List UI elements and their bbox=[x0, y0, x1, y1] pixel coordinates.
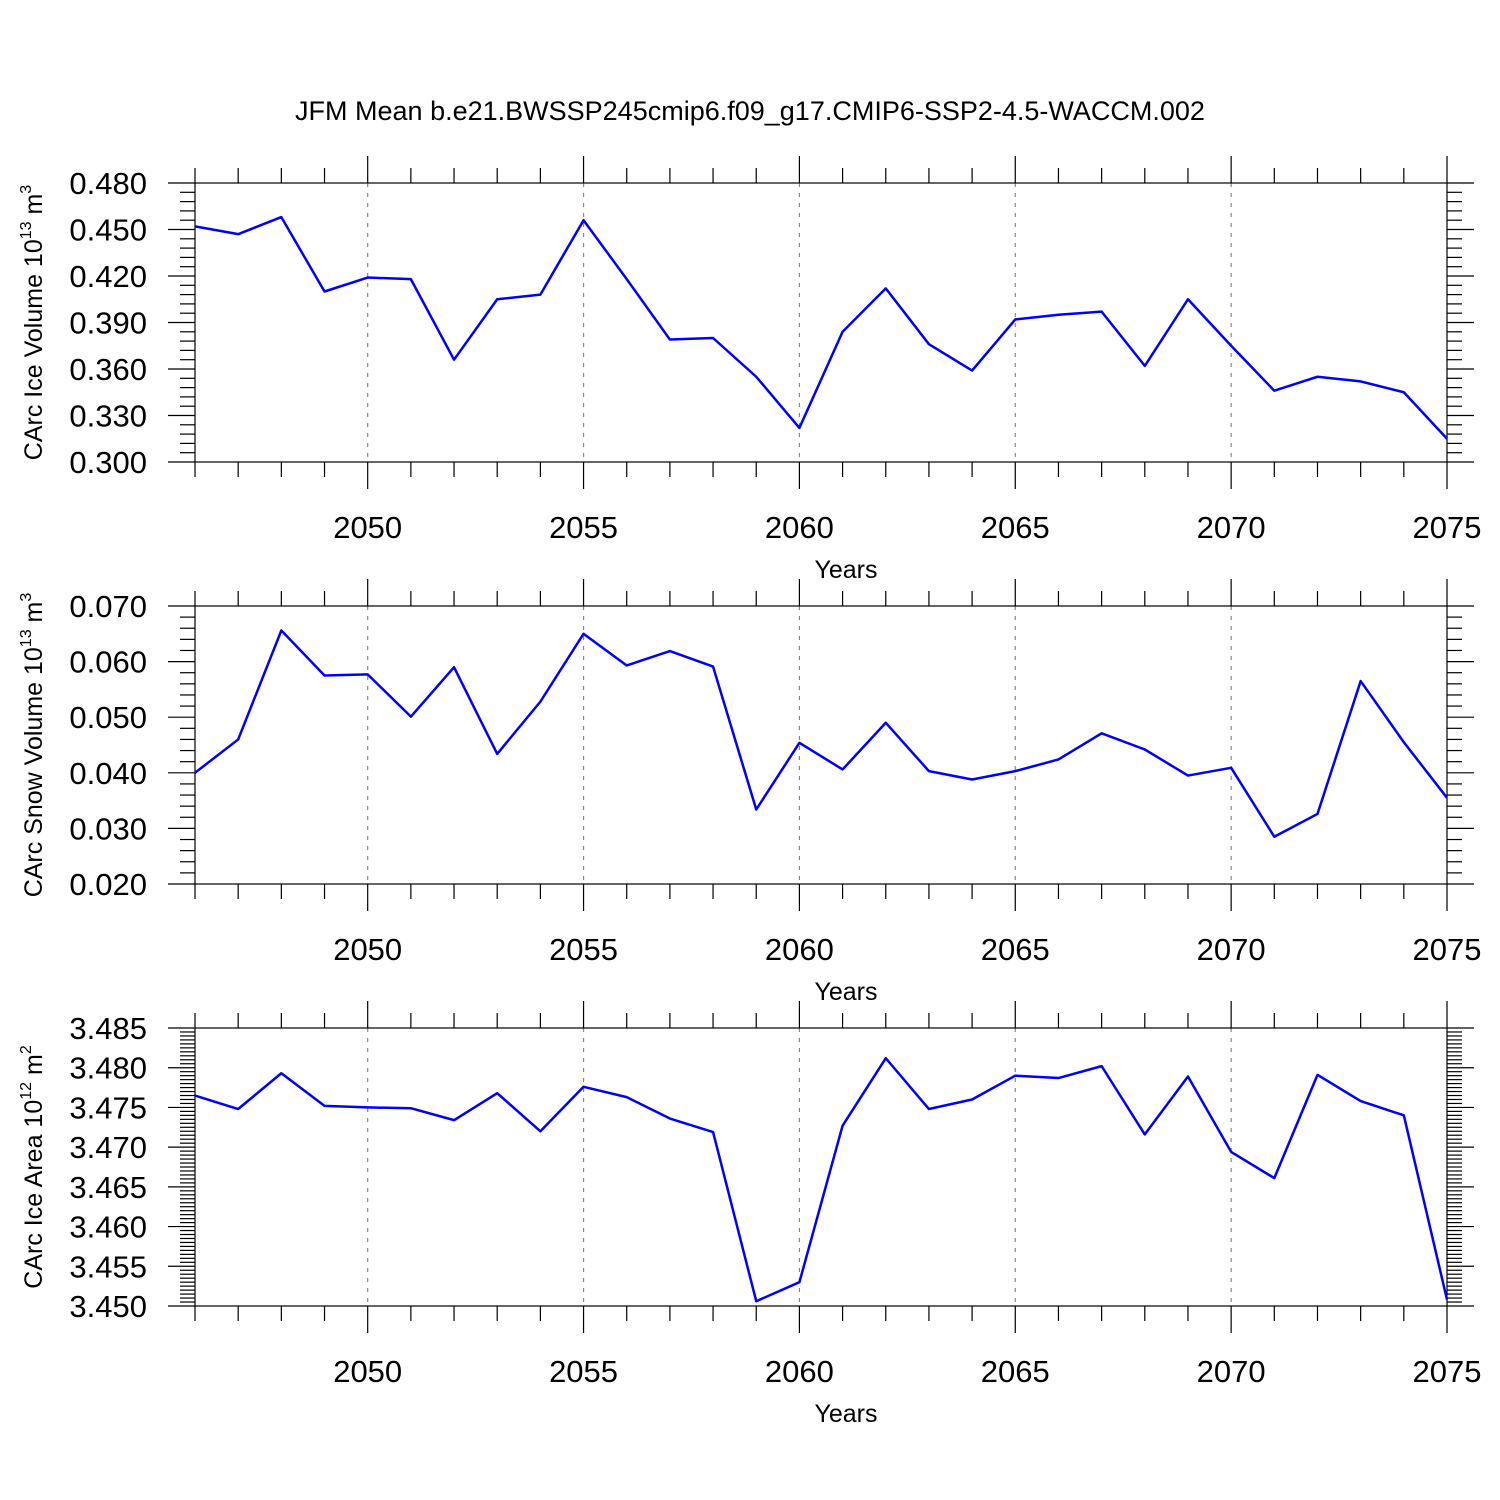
x-tick-label: 2055 bbox=[549, 510, 618, 545]
x-tick-label: 2075 bbox=[1413, 932, 1482, 967]
y-tick-label: 0.040 bbox=[69, 756, 147, 791]
x-tick-label: 2060 bbox=[765, 510, 834, 545]
x-tick-label: 2050 bbox=[333, 1354, 402, 1389]
y-tick-label: 0.330 bbox=[69, 399, 147, 434]
y-tick-label: 0.450 bbox=[69, 213, 147, 248]
x-tick-label: 2060 bbox=[765, 1354, 834, 1389]
y-tick-label: 3.485 bbox=[69, 1011, 147, 1046]
x-axis-label: Years bbox=[814, 556, 877, 584]
x-axis-label: Years bbox=[814, 1400, 877, 1428]
panel-1: 2050 2055 2060 2065 2070 2075 Years 0.300 0.330 0… bbox=[18, 156, 1481, 584]
x-tick-label: 2070 bbox=[1197, 932, 1266, 967]
y-tick-label: 3.460 bbox=[69, 1210, 147, 1245]
y-tick-label: 0.020 bbox=[69, 867, 147, 902]
x-tick-label: 2055 bbox=[549, 1354, 618, 1389]
x-tick-label: 2050 bbox=[333, 510, 402, 545]
x-tick-label: 2075 bbox=[1413, 510, 1482, 545]
y-axis-label: CArc Ice Volume 1013 m3 bbox=[18, 185, 48, 461]
chart-panels: 2050 2055 2060 2065 2070 2075 Years 0.300 0.330 0… bbox=[18, 156, 1481, 1428]
plot-frame bbox=[194, 1027, 1448, 1307]
x-tick-label: 2070 bbox=[1197, 1354, 1266, 1389]
series-line bbox=[194, 215, 1448, 440]
y-tick-label: 0.050 bbox=[69, 700, 147, 735]
panel-2: 2050 2055 2060 2065 2070 2075 Years 0.020 0.030 0… bbox=[18, 579, 1481, 1006]
x-tick-label: 2075 bbox=[1413, 1354, 1482, 1389]
x-axis-label: Years bbox=[814, 978, 877, 1006]
y-tick-label: 3.455 bbox=[69, 1249, 147, 1284]
y-axis-label: CArc Ice Area 1012 m2 bbox=[18, 1045, 48, 1289]
y-tick-label: 0.060 bbox=[69, 645, 147, 680]
y-tick-label: 3.475 bbox=[69, 1090, 147, 1125]
series-line bbox=[194, 1056, 1449, 1303]
y-tick-label: 0.420 bbox=[69, 259, 147, 294]
y-tick-label: 3.465 bbox=[69, 1170, 147, 1205]
y-tick-label: 0.030 bbox=[69, 811, 147, 846]
x-tick-label: 2065 bbox=[981, 510, 1050, 545]
x-tick-label: 2060 bbox=[765, 932, 834, 967]
figure-title: JFM Mean b.e21.BWSSP245cmip6.f09_g17.CMI… bbox=[295, 96, 1205, 126]
y-tick-label: 0.070 bbox=[69, 589, 147, 624]
x-tick-label: 2070 bbox=[1197, 510, 1266, 545]
x-tick-label: 2050 bbox=[333, 932, 402, 967]
y-tick-label: 3.450 bbox=[69, 1289, 147, 1324]
y-axis-label: CArc Snow Volume 1013 m3 bbox=[18, 593, 48, 898]
y-tick-label: 0.390 bbox=[69, 306, 147, 341]
x-tick-label: 2055 bbox=[549, 932, 618, 967]
y-tick-label: 3.480 bbox=[69, 1051, 147, 1086]
y-tick-label: 0.360 bbox=[69, 352, 147, 387]
plot-frame bbox=[194, 182, 1448, 463]
x-tick-label: 2065 bbox=[981, 932, 1050, 967]
x-tick-label: 2065 bbox=[981, 1354, 1050, 1389]
panel-3: 2050 2055 2060 2065 2070 2075 Years 3.450 3.455 3… bbox=[18, 1001, 1481, 1428]
y-tick-label: 3.470 bbox=[69, 1130, 147, 1165]
series-line bbox=[194, 629, 1448, 838]
y-tick-label: 0.300 bbox=[69, 445, 147, 480]
y-tick-label: 0.480 bbox=[69, 166, 147, 201]
plot-frame bbox=[194, 605, 1448, 885]
